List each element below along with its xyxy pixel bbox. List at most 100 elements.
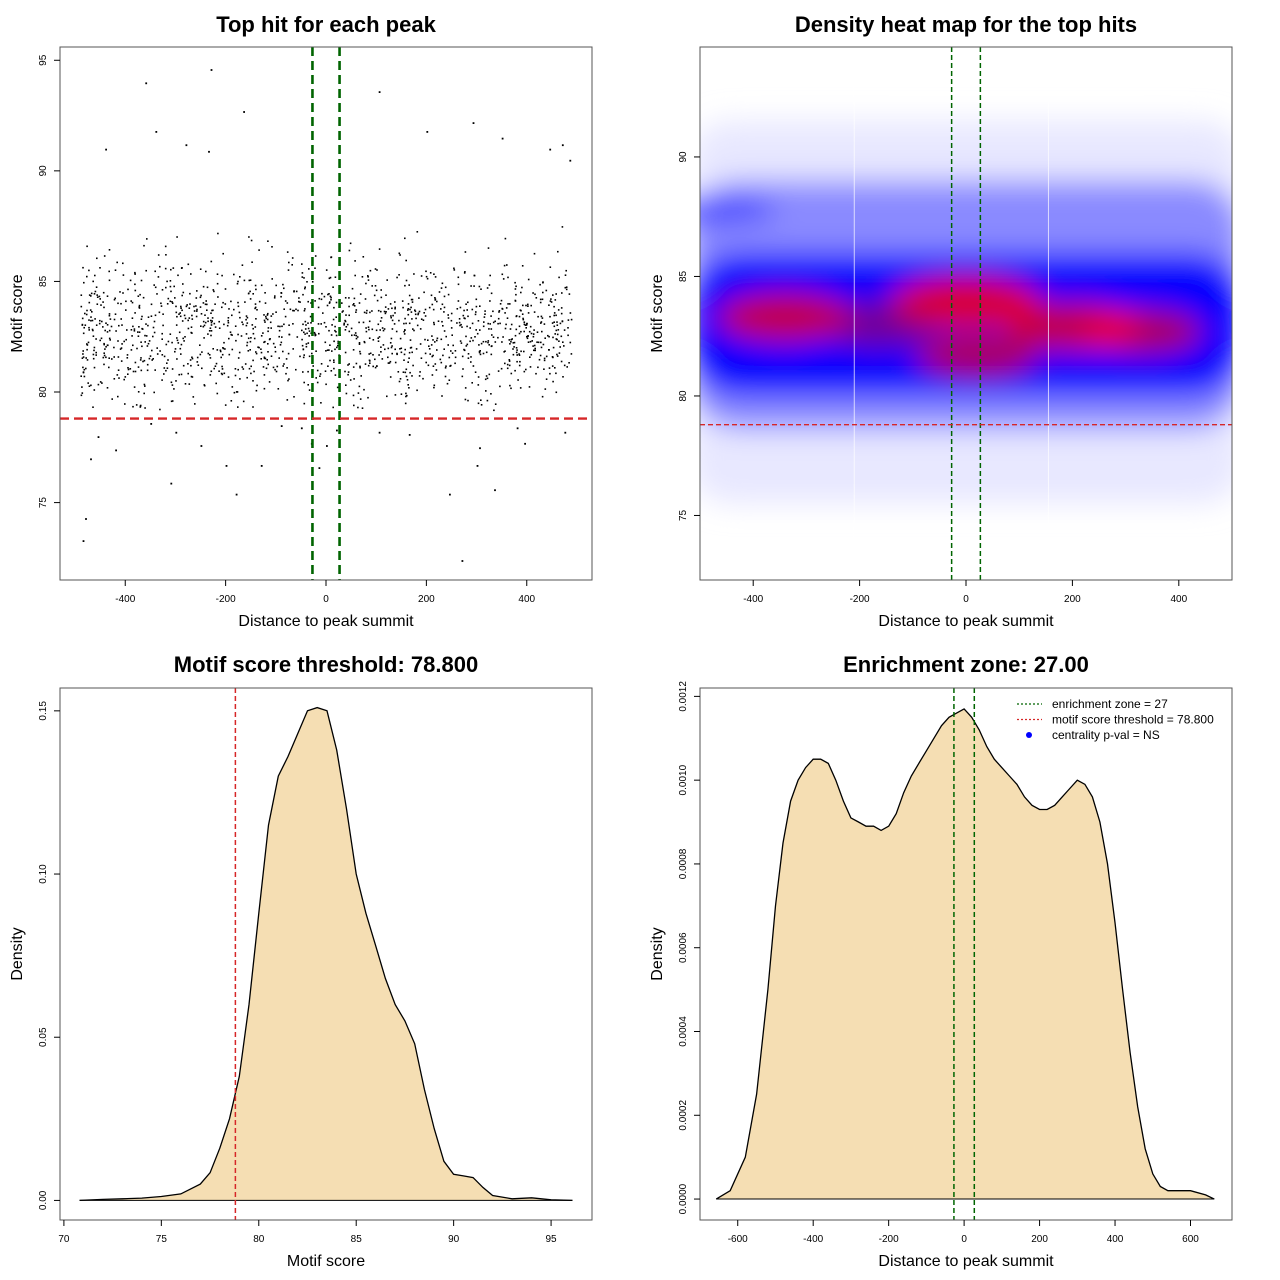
data-point (180, 343, 183, 346)
data-point (90, 384, 92, 387)
data-point (459, 306, 462, 309)
data-point (377, 309, 380, 312)
data-point (492, 336, 495, 338)
data-point (276, 365, 279, 368)
data-point (164, 267, 167, 270)
data-point (314, 300, 316, 302)
data-point (570, 353, 573, 355)
data-point (158, 311, 161, 314)
data-point (120, 302, 122, 305)
data-point (529, 366, 532, 368)
data-point (90, 295, 92, 297)
data-point (484, 310, 486, 312)
data-point (518, 353, 520, 355)
data-point (167, 359, 169, 361)
data-point (303, 309, 306, 312)
data-point (274, 295, 276, 297)
data-point (352, 304, 354, 306)
data-point (348, 249, 351, 252)
data-point (428, 348, 431, 350)
data-point (341, 302, 343, 304)
chart-title: Density heat map for the top hits (795, 12, 1137, 37)
data-point (263, 314, 265, 316)
data-point (151, 349, 153, 352)
data-point (221, 353, 224, 356)
data-point (88, 319, 90, 321)
data-point (378, 354, 380, 356)
data-point (215, 382, 217, 385)
data-point (210, 260, 213, 263)
data-point (351, 287, 354, 290)
data-point (337, 340, 339, 343)
data-point (557, 250, 559, 253)
data-point (202, 320, 205, 323)
data-point (491, 334, 493, 336)
data-point (388, 362, 391, 364)
data-point (245, 318, 247, 321)
data-point (520, 291, 522, 294)
data-point (450, 312, 453, 315)
data-point (487, 340, 490, 342)
data-point (82, 366, 84, 369)
data-point (515, 351, 518, 354)
data-point (157, 276, 160, 278)
plot-area (715, 688, 1215, 1220)
data-point (254, 284, 257, 287)
data-point (534, 349, 536, 352)
data-point (196, 290, 198, 292)
data-point (113, 318, 116, 321)
data-point (275, 311, 277, 313)
data-point (447, 293, 450, 296)
data-point (223, 341, 225, 344)
data-point (409, 347, 412, 349)
data-point (409, 371, 411, 374)
data-point (212, 348, 214, 350)
data-point (362, 321, 365, 324)
data-point (265, 367, 268, 370)
y-tick-label: 80 (678, 390, 689, 402)
data-point (420, 357, 423, 359)
data-point (343, 322, 345, 325)
data-point (224, 303, 227, 305)
data-point (80, 375, 82, 377)
x-tick-label: -200 (850, 594, 870, 605)
data-point (416, 324, 419, 327)
data-point (424, 352, 427, 355)
data-point (246, 376, 248, 379)
data-point (565, 288, 568, 291)
data-point (533, 252, 536, 255)
data-point (267, 343, 269, 345)
data-point (210, 324, 213, 326)
data-point (134, 273, 136, 275)
data-point (179, 315, 182, 318)
data-point (308, 330, 311, 332)
data-point (309, 315, 312, 318)
data-point (110, 325, 113, 328)
data-point (138, 304, 141, 307)
data-point (355, 337, 358, 340)
data-point (201, 351, 203, 353)
data-point (341, 311, 344, 313)
data-point (277, 325, 279, 328)
data-point (178, 373, 180, 376)
data-point (304, 320, 307, 323)
data-point (533, 329, 535, 331)
data-point (369, 360, 371, 362)
data-point (295, 368, 297, 371)
data-point (396, 352, 398, 355)
data-point (456, 308, 459, 310)
data-point (308, 389, 311, 391)
data-point (88, 269, 90, 272)
data-point (518, 315, 521, 318)
data-point (265, 317, 268, 320)
data-point (243, 279, 246, 282)
data-point (357, 392, 360, 394)
data-point (367, 326, 370, 328)
data-point (526, 337, 529, 340)
data-point (387, 308, 390, 310)
data-point (410, 306, 412, 309)
data-point (409, 339, 412, 341)
data-point (125, 338, 127, 341)
data-point (394, 301, 396, 303)
data-point (144, 407, 146, 409)
